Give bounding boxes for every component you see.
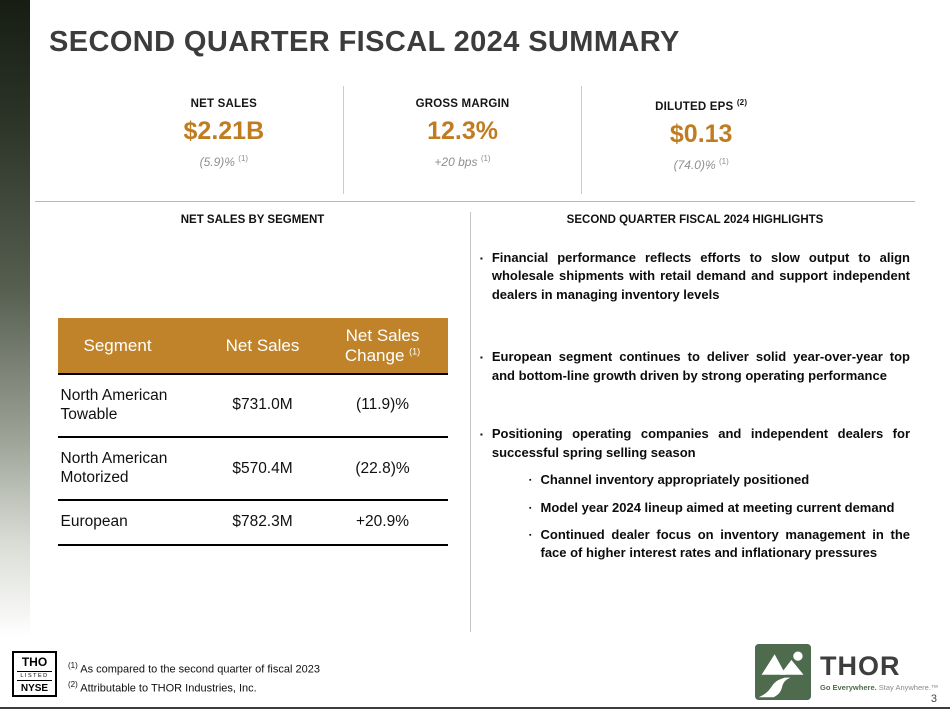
kpi-net-sales-label: NET SALES [190, 98, 257, 110]
thor-brand-block: THOR Go Everywhere. Stay Anywhere.™ [755, 644, 938, 700]
highlights-section-title: SECOND QUARTER FISCAL 2024 HIGHLIGHTS [566, 214, 824, 226]
cell-net-sales: $570.4M [207, 436, 318, 501]
column-header-segment: Segment [57, 318, 208, 375]
kpi-change-text: (74.0)% [673, 157, 716, 172]
sub-list-item: Channel inventory appropriately position… [529, 471, 910, 489]
kpi-row: NET SALES $2.21B (5.9)% (1) GROSS MARGIN… [105, 86, 820, 194]
kpi-diluted-eps-value: $0.13 [669, 119, 733, 148]
thor-brand-name: THOR [820, 650, 901, 681]
nyse-ticker: THO [21, 654, 48, 669]
segment-section-title: NET SALES BY SEGMENT [180, 214, 325, 226]
footnote-ref: (1) [480, 154, 491, 163]
footnote-ref: (2) [736, 98, 748, 107]
page-title: SECOND QUARTER FISCAL 2024 SUMMARY [49, 26, 680, 58]
thor-wordmark: THOR Go Everywhere. Stay Anywhere.™ [820, 650, 938, 692]
sub-list-item: Continued dealer focus on inventory mana… [529, 526, 910, 561]
page-number: 3 [930, 693, 937, 705]
kpi-diluted-eps-change: (74.0)% (1) [588, 157, 814, 172]
sub-bullet-text: Channel inventory appropriately position… [540, 472, 810, 488]
footnote-marker: (2) [68, 679, 78, 689]
table-header: Segment Net Sales Net Sales Change (1) [57, 318, 448, 375]
kpi-net-sales-value: $2.21B [183, 117, 265, 145]
kpi-gross-margin: GROSS MARGIN 12.3% +20 bps (1) [342, 86, 582, 194]
footnote-2: (2) Attributable to THOR Industries, Inc… [68, 679, 320, 698]
header-line1: Net Sales [345, 326, 420, 345]
bullet-text: European segment continues to deliver so… [491, 349, 910, 383]
footnotes: (1) As compared to the second quarter of… [68, 660, 320, 697]
column-header-net-sales: Net Sales [207, 318, 318, 375]
cell-segment: North American Motorized [57, 436, 208, 501]
highlights-panel: SECOND QUARTER FISCAL 2024 HIGHLIGHTS Fi… [480, 214, 910, 571]
bullet-text: Positioning operating companies and inde… [491, 426, 910, 460]
table-row: European $782.3M +20.9% [57, 499, 448, 547]
thor-mountain-logo-icon [755, 644, 811, 700]
header-line2: Change [344, 345, 405, 365]
cell-segment: European [57, 499, 208, 547]
net-sales-by-segment-table: Segment Net Sales Net Sales Change (1) No… [57, 318, 448, 547]
footnote-1: (1) As compared to the second quarter of… [68, 660, 320, 679]
kpi-gross-margin-label: GROSS MARGIN [415, 98, 510, 110]
sub-bullet-text: Continued dealer focus on inventory mana… [540, 527, 910, 560]
cell-change: (22.8)% [317, 436, 448, 501]
footnote-ref: (1) [718, 156, 729, 166]
footnote-text: As compared to the second quarter of fis… [80, 663, 320, 676]
table-row: North American Towable $731.0M (11.9)% [57, 373, 448, 438]
bottom-border-line [0, 707, 950, 709]
horizontal-divider [35, 201, 915, 202]
cell-net-sales: $782.3M [207, 499, 318, 547]
bullet-text: Financial performance reflects efforts t… [491, 250, 910, 302]
thor-tagline: Go Everywhere. Stay Anywhere.™ [820, 683, 938, 692]
list-item: Financial performance reflects efforts t… [480, 249, 910, 304]
cell-change: +20.9% [317, 499, 448, 547]
kpi-gross-margin-change: +20 bps (1) [350, 154, 576, 169]
sub-list-item: Model year 2024 lineup aimed at meeting … [529, 499, 910, 517]
kpi-diluted-eps: DILUTED EPS (2) $0.13 (74.0)% (1) [581, 86, 820, 194]
footnote-marker: (1) [68, 661, 78, 670]
column-header-net-sales-change: Net Sales Change (1) [317, 318, 448, 375]
highlights-list: Financial performance reflects efforts t… [480, 249, 910, 561]
cell-net-sales: $731.0M [207, 373, 318, 438]
nyse-exchange-label: NYSE [20, 682, 49, 694]
kpi-label-text: DILUTED EPS [655, 100, 734, 113]
cell-segment: North American Towable [57, 373, 208, 438]
kpi-gross-margin-value: 12.3% [427, 117, 498, 145]
tagline-primary: Go Everywhere. [820, 682, 877, 692]
cell-change: (11.9)% [317, 373, 448, 438]
vertical-divider [470, 212, 471, 632]
kpi-net-sales: NET SALES $2.21B (5.9)% (1) [105, 86, 343, 194]
list-item: Positioning operating companies and inde… [480, 425, 910, 462]
footnote-text: Attributable to THOR Industries, Inc. [80, 682, 257, 695]
nyse-listed-label: LISTED [17, 670, 52, 681]
kpi-net-sales-change: (5.9)% (1) [111, 154, 337, 169]
net-sales-by-segment-panel: NET SALES BY SEGMENT Segment Net Sales N… [35, 214, 470, 547]
list-item: European segment continues to deliver so… [480, 348, 910, 385]
kpi-diluted-eps-label: DILUTED EPS (2) [588, 98, 814, 113]
footnote-ref: (1) [238, 154, 249, 163]
footnote-ref: (1) [409, 345, 421, 356]
kpi-change-text: +20 bps [434, 155, 478, 169]
kpi-change-text: (5.9)% [199, 155, 235, 169]
nyse-listed-badge: THO LISTED NYSE [12, 651, 57, 697]
tagline-secondary: Stay Anywhere.™ [876, 682, 939, 692]
table-row: North American Motorized $570.4M (22.8)% [57, 436, 448, 501]
side-gradient-bar [0, 0, 30, 638]
sub-bullet-text: Model year 2024 lineup aimed at meeting … [540, 499, 895, 515]
